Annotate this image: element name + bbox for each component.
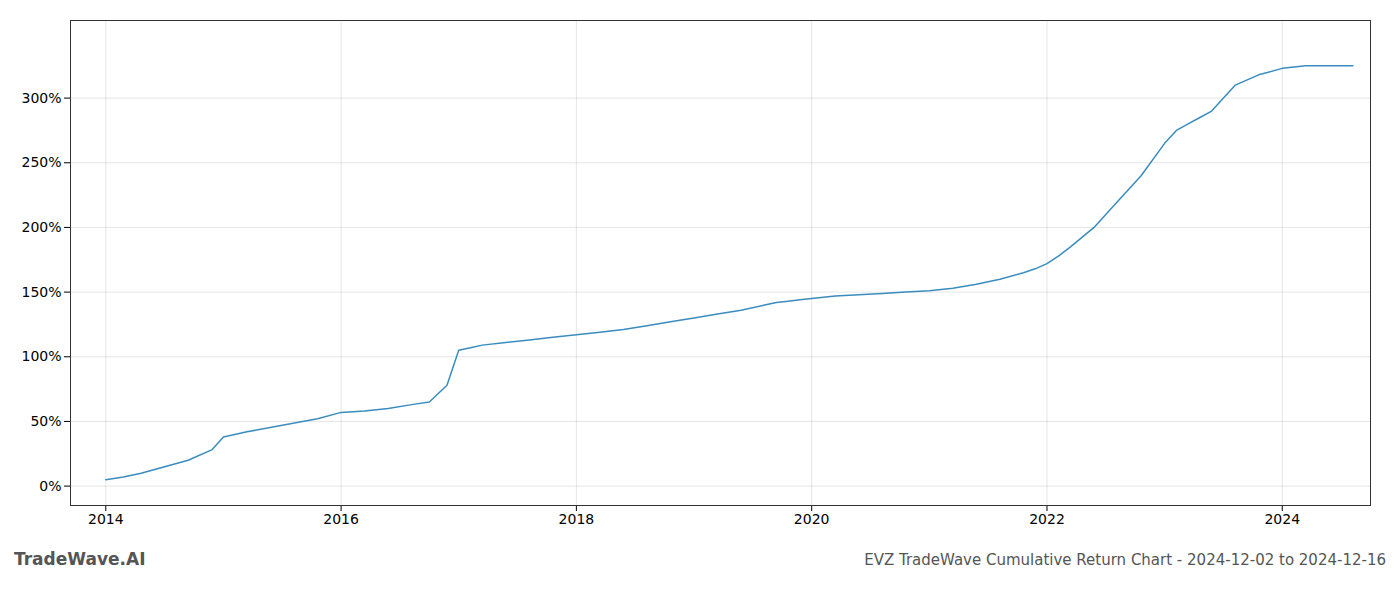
svg-text:2016: 2016 — [323, 511, 359, 527]
svg-text:2022: 2022 — [1029, 511, 1065, 527]
html-text:TradeWave.AI: TradeWave.AI — [14, 549, 146, 569]
svg-text:50%: 50% — [30, 413, 61, 429]
svg-text:0%: 0% — [39, 478, 61, 494]
svg-text:300%: 300% — [21, 90, 61, 106]
svg-text:2014: 2014 — [88, 511, 124, 527]
svg-text:2020: 2020 — [794, 511, 830, 527]
svg-text:150%: 150% — [21, 284, 61, 300]
svg-text:100%: 100% — [21, 348, 61, 364]
html-text:EVZ TradeWave Cumulative Retur: EVZ TradeWave Cumulative Return Chart - … — [864, 551, 1386, 569]
svg-text:200%: 200% — [21, 219, 61, 235]
svg-text:250%: 250% — [21, 154, 61, 170]
svg-text:2018: 2018 — [559, 511, 595, 527]
svg-text:2024: 2024 — [1264, 511, 1300, 527]
